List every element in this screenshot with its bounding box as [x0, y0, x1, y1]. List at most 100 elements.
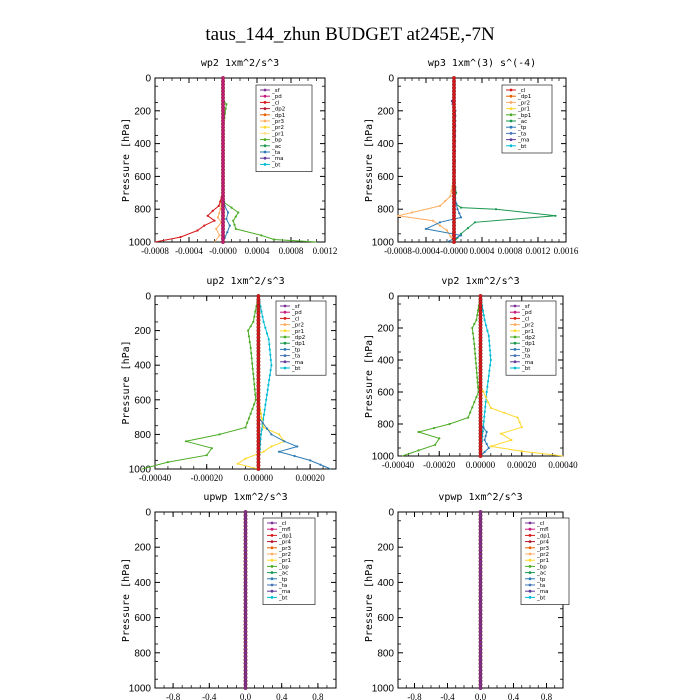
series-marker	[243, 615, 248, 620]
series-marker	[448, 422, 451, 426]
legend-marker	[513, 317, 517, 320]
series-marker	[243, 524, 248, 529]
legend-entry: _mfl	[536, 527, 549, 533]
y-tick-label: 200	[134, 326, 151, 337]
series-marker	[456, 208, 459, 211]
series-marker	[478, 513, 483, 518]
series-marker	[452, 203, 457, 208]
series-marker	[500, 432, 503, 435]
series-marker	[262, 450, 265, 453]
series-marker	[452, 167, 457, 172]
y-tick-label: 400	[377, 578, 394, 589]
legend-marker	[270, 521, 274, 525]
series-marker	[259, 433, 263, 436]
legend-entry: _tp	[291, 347, 301, 353]
series-marker	[247, 329, 250, 332]
series-marker	[438, 224, 442, 227]
series-marker	[252, 377, 255, 381]
series-marker	[247, 335, 250, 338]
series-marker	[220, 210, 225, 215]
series-marker	[243, 569, 248, 574]
series-marker	[220, 167, 225, 172]
series-marker	[452, 112, 457, 117]
series-marker	[278, 450, 281, 453]
y-tick-label: 800	[377, 648, 394, 659]
series-marker	[220, 177, 225, 182]
series-marker	[244, 426, 247, 429]
series-marker	[478, 527, 483, 532]
series-marker	[243, 682, 248, 687]
legend-entry: _ma	[291, 360, 303, 366]
y-tick-label: 400	[134, 361, 151, 372]
series-marker	[243, 576, 248, 581]
series-marker	[478, 454, 483, 459]
series-marker	[293, 454, 296, 458]
series-marker	[220, 98, 225, 103]
legend-entry: _ta	[271, 150, 280, 156]
legend-marker	[270, 540, 274, 543]
series-marker	[452, 161, 457, 166]
series-marker	[450, 190, 453, 193]
series-marker	[256, 342, 261, 347]
series-marker	[459, 216, 463, 219]
series-marker	[487, 334, 490, 338]
series-marker	[452, 108, 457, 113]
series-marker	[486, 329, 489, 332]
series-marker	[220, 220, 225, 225]
series-marker	[243, 510, 248, 515]
series-marker	[452, 128, 457, 133]
series-marker	[396, 214, 400, 217]
series-marker	[452, 85, 457, 90]
series-marker	[452, 89, 457, 94]
legend-marker	[270, 527, 274, 531]
series-marker	[256, 328, 261, 333]
panel-title: vp2 1xm^2/s^3	[441, 276, 519, 287]
series-marker	[256, 425, 261, 430]
series-marker	[484, 405, 487, 408]
series-marker	[264, 326, 267, 329]
series-marker	[256, 332, 261, 337]
series-marker	[452, 239, 457, 244]
series-marker	[478, 668, 483, 673]
series-marker	[469, 411, 472, 414]
legend-entry: _bt	[278, 595, 288, 601]
legend-marker	[513, 304, 517, 308]
series-marker	[220, 75, 225, 80]
legend-marker	[283, 335, 287, 339]
y-axis-label: Pressure [hPa]	[364, 118, 375, 202]
series-marker	[474, 352, 477, 355]
series-marker	[452, 233, 457, 238]
series-marker	[247, 417, 250, 420]
series-marker	[243, 668, 248, 673]
series-marker	[220, 141, 225, 146]
series-marker	[259, 412, 263, 415]
series-marker	[452, 200, 457, 205]
legend-marker	[513, 354, 517, 357]
series-marker	[203, 224, 206, 227]
series-marker	[471, 326, 474, 330]
series-marker	[256, 349, 261, 354]
series-marker	[256, 422, 261, 427]
y-tick-label: 800	[377, 420, 394, 431]
series-marker	[220, 79, 225, 84]
series-marker	[243, 664, 248, 669]
series-marker	[244, 457, 247, 460]
series-marker	[220, 102, 225, 107]
series-marker	[459, 232, 463, 235]
y-tick-label: 800	[134, 205, 151, 216]
series-marker	[452, 226, 457, 231]
series-marker	[256, 411, 261, 416]
series-marker	[218, 234, 221, 237]
series-marker	[478, 573, 483, 578]
legend-entry: _cl	[521, 316, 530, 322]
series-marker	[478, 569, 483, 574]
series-marker	[475, 396, 478, 399]
legend-entry: _sf	[271, 88, 281, 94]
panel-1: wp2 1xm^2/s^3 Pressure [hPa] 0 200 400 600 800…	[121, 58, 337, 256]
series-marker	[256, 404, 261, 409]
legend-entry: _bp	[271, 138, 282, 144]
x-tick-label: 0.8	[541, 692, 553, 700]
x-tick-label: -0.00020	[423, 460, 456, 470]
series-marker	[243, 562, 248, 567]
series-marker	[452, 210, 457, 215]
